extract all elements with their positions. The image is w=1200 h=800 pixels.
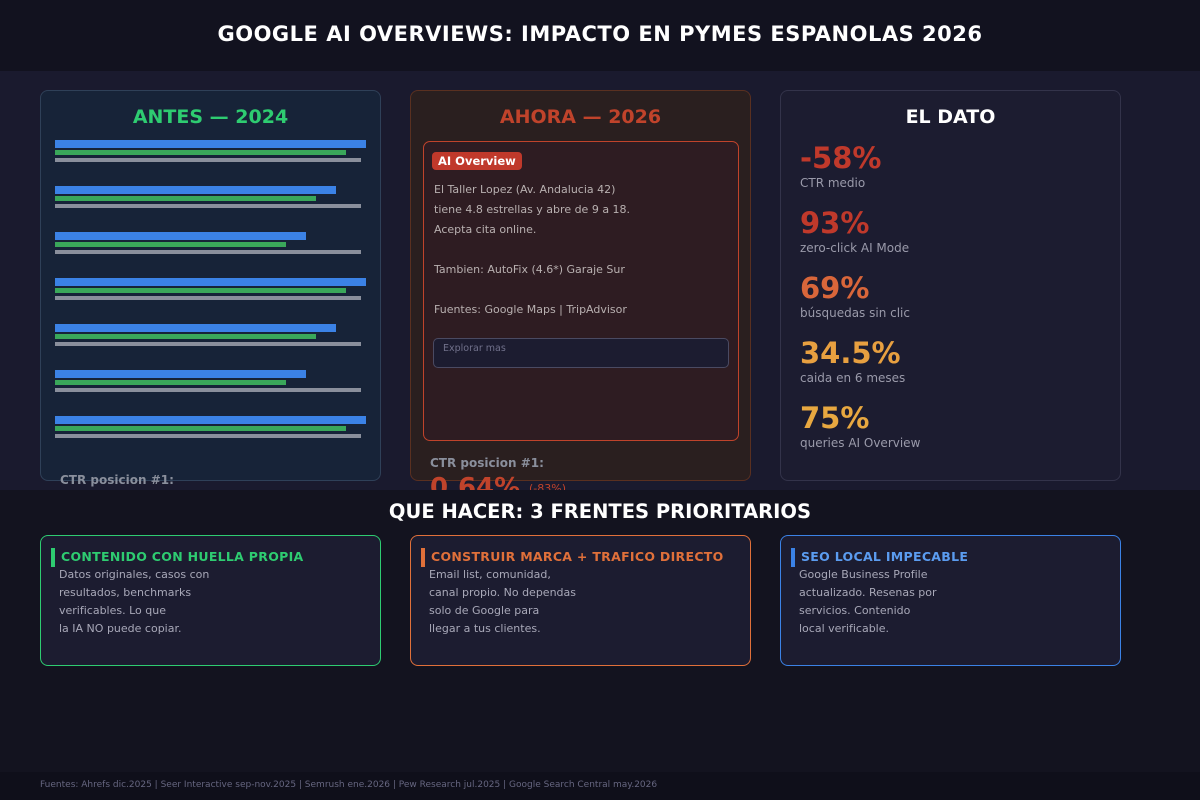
footer: Fuentes: Ahrefs dic.2025 | Seer Interact… xyxy=(0,772,1200,800)
result-bar xyxy=(55,288,346,293)
sources: Fuentes: Ahrefs dic.2025 | Seer Interact… xyxy=(40,780,658,790)
card-text-line: Datos originales, casos con xyxy=(59,568,210,581)
result-bar xyxy=(55,204,361,208)
card-text-line: la IA NO puede copiar. xyxy=(59,622,182,635)
card-text-line: solo de Google para xyxy=(429,604,540,617)
result-bar xyxy=(55,334,316,339)
stat-value: -58% xyxy=(800,141,882,175)
stats-panel: EL DATO -58% CTR medio 93% zero-click AI Mo… xyxy=(780,90,1121,481)
card-title: SEO LOCAL IMPECABLE xyxy=(801,549,969,564)
stat-value: 75% xyxy=(800,401,870,435)
ai-text-line: Tambien: AutoFix (4.6*) Garaje Sur xyxy=(434,263,625,276)
result-bar xyxy=(55,370,306,378)
stat-label: búsquedas sin clic xyxy=(800,306,910,320)
card-text-line: actualizado. Resenas por xyxy=(799,586,937,599)
result-bar xyxy=(55,140,366,148)
card-accent xyxy=(791,548,795,567)
ai-overview-box: AI Overview Explorar mas El Taller Lopez… xyxy=(423,141,739,441)
panel-title: ANTES — 2024 xyxy=(132,106,289,128)
result-bar xyxy=(55,342,361,346)
panel-title: AHORA — 2026 xyxy=(499,106,662,128)
stat-label: queries AI Overview xyxy=(800,436,921,450)
action-card: SEO LOCAL IMPECABLE Google Business Profi… xyxy=(780,535,1121,666)
stat-label: zero-click AI Mode xyxy=(800,241,910,255)
header: GOOGLE AI OVERVIEWS: IMPACTO EN PYMES ES… xyxy=(0,0,1200,71)
metric-label: CTR posicion #1: xyxy=(60,473,174,487)
result-bar xyxy=(55,196,316,201)
result-bar xyxy=(55,380,286,385)
panel-title: EL DATO xyxy=(905,106,996,128)
card-text-line: Email list, comunidad, xyxy=(429,568,551,581)
result-bar xyxy=(55,186,336,194)
action-card: CONSTRUIR MARCA + TRAFICO DIRECTO Email l… xyxy=(410,535,751,666)
stat-value: 34.5% xyxy=(800,336,901,370)
page-title: GOOGLE AI OVERVIEWS: IMPACTO EN PYMES ES… xyxy=(217,22,983,46)
ai-text-line: tiene 4.8 estrellas y abre de 9 a 18. xyxy=(434,203,631,216)
result-bar xyxy=(55,250,361,254)
search-input[interactable]: Explorar mas xyxy=(433,338,729,368)
ai-badge: AI Overview xyxy=(432,152,522,170)
card-text-line: Google Business Profile xyxy=(799,568,928,581)
card-text-line: llegar a tus clientes. xyxy=(429,622,541,635)
result-bar xyxy=(55,388,361,392)
metric-label: CTR posicion #1: xyxy=(430,456,544,470)
card-text-line: resultados, benchmarks xyxy=(59,586,192,599)
result-bar xyxy=(55,232,306,240)
stat-value: 69% xyxy=(800,271,870,305)
card-text-line: canal propio. No dependas xyxy=(429,586,576,599)
result-bar xyxy=(55,434,361,438)
input-placeholder: Explorar mas xyxy=(443,343,506,354)
action-card: CONTENIDO CON HUELLA PROPIA Datos origina… xyxy=(40,535,381,666)
stat-value: 93% xyxy=(800,206,870,240)
card-text-line: servicios. Contenido xyxy=(799,604,911,617)
now-panel: AHORA — 2026 AI Overview Explorar mas El… xyxy=(410,90,751,503)
stat-label: caida en 6 meses xyxy=(800,371,906,385)
card-text-line: verificables. Lo que xyxy=(59,604,166,617)
result-bar xyxy=(55,158,361,162)
result-bar xyxy=(55,296,361,300)
card-title: CONTENIDO CON HUELLA PROPIA xyxy=(61,549,304,564)
card-text-line: local verificable. xyxy=(799,622,890,635)
before-panel: ANTES — 2024 CTR posicion #1: xyxy=(40,90,381,487)
card-title: CONSTRUIR MARCA + TRAFICO DIRECTO xyxy=(431,549,724,564)
ai-text-line: Acepta cita online. xyxy=(434,223,537,236)
result-bar xyxy=(55,416,366,424)
card-accent xyxy=(421,548,425,567)
result-bar xyxy=(55,278,366,286)
ai-text-line: Fuentes: Google Maps | TripAdvisor xyxy=(434,303,627,316)
result-bar xyxy=(55,242,286,247)
ai-text-line: El Taller Lopez (Av. Andalucia 42) xyxy=(434,183,616,196)
section-title: QUE HACER: 3 FRENTES PRIORITARIOS xyxy=(388,500,812,523)
result-bar xyxy=(55,426,346,431)
result-bar xyxy=(55,324,336,332)
stat-label: CTR medio xyxy=(800,176,866,190)
card-accent xyxy=(51,548,55,567)
result-bar xyxy=(55,150,346,155)
